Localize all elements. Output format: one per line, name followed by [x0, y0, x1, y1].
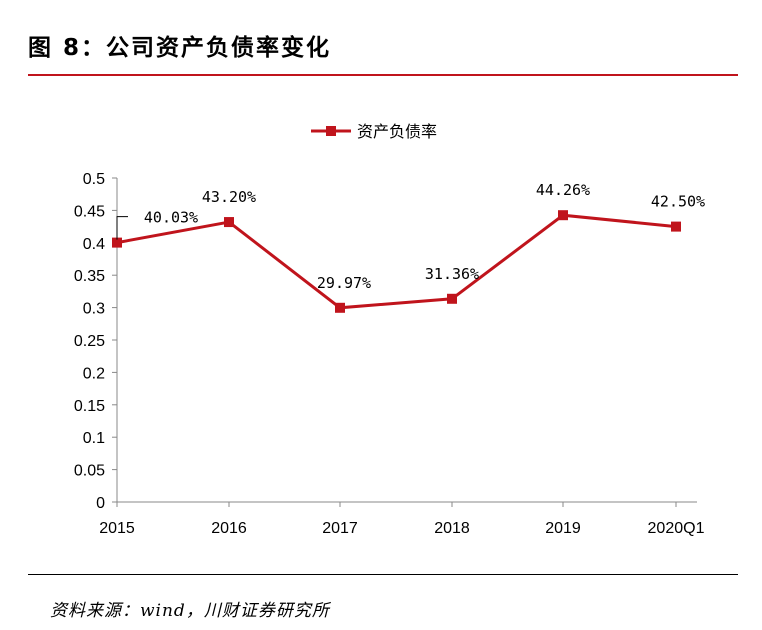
data-label: 31.36%	[425, 265, 479, 283]
data-point	[671, 221, 681, 232]
y-tick-label: 0.5	[83, 171, 105, 188]
legend-marker	[326, 126, 336, 136]
footer-divider	[28, 574, 738, 575]
title-divider	[28, 74, 738, 76]
legend-label: 资产负债率	[357, 122, 437, 141]
y-tick-label: 0.25	[74, 333, 105, 350]
data-point	[112, 237, 122, 248]
chart-axes: 0 0.05 0.1 0.15 0.2 0.25 0.3 0.35 0.4 0.45 0.5 2015…	[74, 171, 705, 537]
x-tick-label: 2020Q1	[648, 520, 705, 537]
y-tick-label: 0.2	[83, 365, 105, 382]
line-chart: 资产负债率 00.050.10.150.20.250.30.350.40.450…	[74, 122, 705, 537]
data-label: 40.03%	[144, 209, 198, 227]
y-tick-label: 0.3	[83, 301, 105, 318]
x-tick-label: 2018	[434, 520, 470, 537]
x-tick-label: 2016	[211, 520, 247, 537]
y-tick-label: 0.1	[83, 430, 105, 447]
data-point	[447, 293, 457, 304]
y-tick-label: 0.4	[83, 236, 105, 253]
y-tick-label: 0.35	[74, 268, 105, 285]
data-label: 42.50%	[651, 193, 705, 211]
data-point	[335, 302, 345, 313]
source-note: 资料来源：wind，川财证券研究所	[50, 601, 330, 621]
x-tick-label: 2019	[545, 520, 581, 537]
chart-legend: 资产负债率	[311, 122, 437, 141]
x-tick-label: 2017	[322, 520, 358, 537]
y-tick-label: 0	[96, 495, 105, 512]
data-label: 43.20%	[202, 188, 256, 206]
label-leader-line	[116, 216, 128, 240]
data-point	[224, 217, 234, 228]
data-label: 44.26%	[536, 181, 590, 199]
series-line	[116, 213, 677, 310]
chart-series: 40.03%43.20% 29.97% 31.36% 44.26% 42.50%	[112, 181, 705, 313]
y-tick-label: 0.15	[74, 398, 105, 415]
y-tick-label: 0.45	[74, 203, 105, 220]
y-tick-label: 0.05	[74, 463, 105, 480]
x-tick-label: 2015	[99, 520, 135, 537]
data-label: 29.97%	[317, 274, 371, 292]
data-point	[558, 210, 568, 221]
figure-title: 图 8：公司资产负债率变化	[28, 35, 332, 61]
